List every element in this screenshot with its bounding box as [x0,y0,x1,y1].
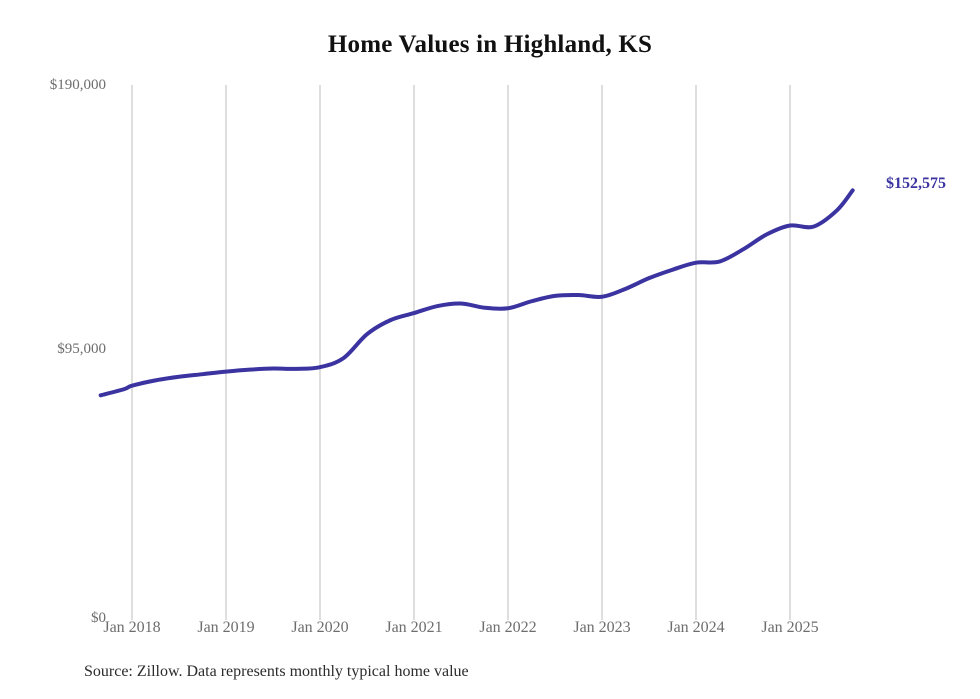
x-axis-tick-jan-2020: Jan 2020 [291,619,349,636]
chart-title: Home Values in Highland, KS [327,31,653,58]
y-tick-label: $95,000 [57,341,106,357]
data-line-typical-home-value [98,188,855,398]
x-axis-tick-jan-2024: Jan 2024 [667,619,725,636]
source-note: Source: Zillow. Data represents monthly … [84,663,469,680]
x-axis-tick-jan-2019: Jan 2019 [197,619,255,636]
x-axis-tick-jan-2022: Jan 2022 [479,619,537,636]
endpoint-value-label: $152,575 [886,175,946,192]
x-axis-tick-jan-2018: Jan 2018 [103,619,161,636]
gridlines [131,85,791,620]
x-axis-tick-jan-2025: Jan 2025 [761,619,819,636]
y-tick-label: $0 [91,610,106,626]
y-tick-label: $190,000 [49,77,106,93]
x-axis-tick-jan-2023: Jan 2023 [573,619,631,636]
x-axis-tick-jan-2021: Jan 2021 [385,619,443,636]
